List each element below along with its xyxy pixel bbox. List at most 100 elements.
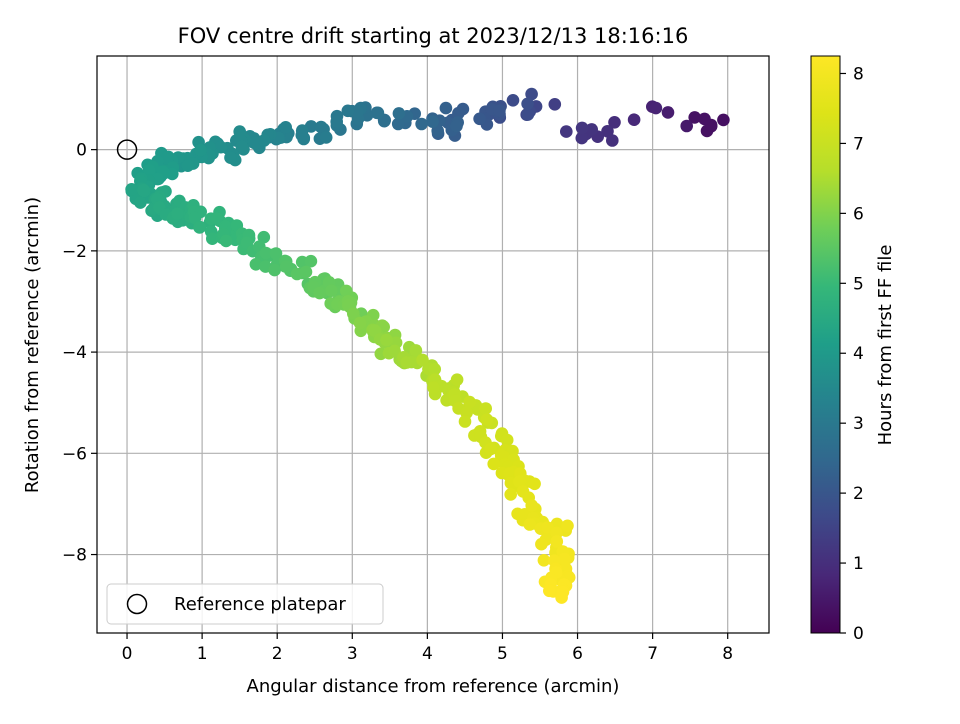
- data-point: [125, 183, 138, 196]
- data-point: [627, 113, 641, 126]
- x-axis-ticks: 0 1 2 3 4 5 6 7 8: [122, 633, 733, 664]
- data-point: [550, 517, 564, 531]
- data-point: [391, 117, 405, 131]
- data-point: [295, 124, 309, 137]
- colorbar-tick-label: 7: [853, 134, 864, 154]
- data-point: [259, 246, 273, 260]
- colorbar-tick-label: 3: [853, 414, 864, 434]
- x-tick-label: 3: [347, 644, 358, 664]
- reference-platepar-marker: [116, 139, 138, 160]
- data-point: [325, 284, 338, 298]
- data-point: [575, 121, 589, 135]
- data-point: [249, 258, 263, 271]
- data-point: [426, 115, 439, 128]
- data-point: [314, 120, 328, 134]
- data-point: [450, 373, 464, 387]
- colorbar-tick-label: 6: [853, 204, 864, 224]
- data-point: [279, 260, 293, 273]
- data-point: [269, 247, 283, 260]
- y-tick-label: −4: [62, 343, 87, 363]
- data-point: [134, 196, 147, 209]
- y-tick-label: −2: [62, 242, 87, 262]
- y-tick-label: −8: [62, 546, 87, 566]
- data-point: [504, 488, 517, 501]
- data-point: [392, 107, 406, 120]
- grid-lines: [97, 56, 769, 633]
- chart-title: FOV centre drift starting at 2023/12/13 …: [178, 24, 689, 48]
- data-point: [257, 230, 271, 244]
- x-tick-label: 4: [422, 644, 433, 664]
- y-tick-label: 0: [76, 141, 87, 161]
- data-point: [160, 151, 174, 165]
- data-point: [688, 111, 701, 124]
- data-point: [415, 117, 428, 131]
- colorbar: [810, 55, 841, 634]
- data-point: [137, 183, 150, 197]
- data-point: [388, 344, 401, 358]
- data-point: [463, 395, 476, 409]
- data-point: [480, 413, 494, 427]
- data-point: [661, 106, 675, 119]
- data-point: [224, 151, 237, 164]
- data-point: [299, 265, 313, 279]
- data-point: [506, 94, 520, 107]
- colorbar-label: Hours from first FF file: [875, 245, 896, 446]
- legend-label-reference: Reference platepar: [174, 594, 346, 615]
- x-tick-label: 5: [497, 644, 508, 664]
- data-point: [555, 591, 568, 604]
- data-point: [353, 316, 367, 330]
- data-point: [257, 134, 271, 147]
- data-point: [171, 207, 184, 220]
- colorbar-tick-label: 0: [853, 624, 864, 644]
- data-point: [268, 263, 281, 277]
- data-point: [142, 164, 156, 177]
- colorbar-tick-label: 2: [853, 484, 864, 504]
- legend-box: [106, 583, 384, 625]
- colorbar-tick-label: 8: [853, 64, 864, 84]
- data-point: [233, 125, 246, 138]
- colorbar-ticks: 0 1 2 3 4 5 6 7 8: [840, 64, 864, 644]
- data-point: [371, 106, 385, 120]
- data-point: [194, 143, 207, 157]
- data-point: [450, 119, 463, 133]
- x-tick-label: 2: [272, 644, 283, 664]
- y-axis-ticks: −8 −6 −4 −2 0: [62, 141, 97, 566]
- data-point: [400, 356, 414, 369]
- colorbar-tick-label: 1: [853, 554, 864, 574]
- data-point: [513, 475, 526, 489]
- y-axis-label: Rotation from reference (arcmin): [22, 197, 43, 493]
- data-point: [319, 131, 333, 144]
- data-point: [535, 537, 548, 551]
- data-point: [219, 234, 233, 248]
- data-point: [717, 113, 730, 127]
- data-point: [548, 98, 562, 111]
- colorbar-tick-label: 5: [853, 274, 864, 294]
- data-point: [560, 125, 573, 138]
- data-point: [330, 115, 344, 128]
- x-tick-label: 8: [722, 644, 733, 664]
- data-point: [537, 554, 551, 567]
- data-point: [188, 211, 202, 225]
- data-point: [525, 87, 538, 101]
- x-tick-label: 0: [122, 644, 133, 664]
- legend-marker-reference: [126, 593, 148, 615]
- data-point: [543, 584, 556, 598]
- data-point: [452, 106, 465, 120]
- data-point: [341, 104, 355, 118]
- data-point: [503, 467, 516, 480]
- data-point: [525, 499, 538, 512]
- data-point: [521, 108, 535, 121]
- data-point: [193, 221, 206, 234]
- data-point: [313, 286, 326, 300]
- data-point: [500, 433, 514, 447]
- x-tick-label: 6: [572, 644, 583, 664]
- y-tick-label: −6: [62, 444, 87, 464]
- data-point: [279, 121, 293, 134]
- data-point: [181, 159, 195, 172]
- data-point: [698, 112, 711, 126]
- reference-marker-layer: [116, 139, 138, 160]
- data-point: [304, 254, 318, 268]
- data-point: [541, 521, 554, 534]
